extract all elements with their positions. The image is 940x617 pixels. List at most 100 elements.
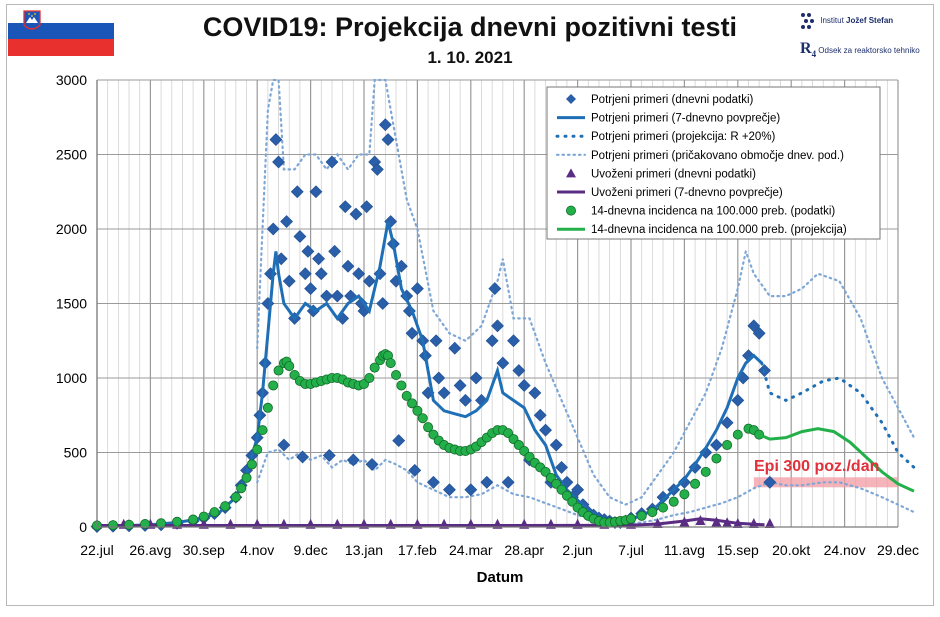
incidence-point (700, 466, 711, 477)
daily-cases-point (432, 371, 446, 385)
daily-cases-point (352, 267, 366, 281)
daily-cases-point (304, 282, 318, 296)
daily-cases-point (320, 289, 334, 303)
x-tick-label: 13.jan (345, 542, 383, 558)
daily-cases-point (314, 267, 328, 281)
incidence-point (407, 398, 418, 409)
r4-mark-icon: R4 (800, 40, 817, 60)
ijs-name: Jožef Stefan (846, 16, 894, 26)
daily-cases-point (365, 457, 379, 471)
y-tick-label: 3000 (56, 72, 87, 88)
legend-label: Uvoženi primeri (7-dnevno povprečje) (591, 187, 783, 199)
daily-cases-point (392, 434, 406, 448)
daily-cases-point (539, 423, 552, 437)
daily-cases-point (266, 222, 280, 236)
x-axis-label: Datum (477, 569, 524, 586)
daily-cases-point (426, 475, 440, 489)
y-tick-label: 2500 (56, 147, 87, 163)
incidence-point (262, 402, 273, 413)
epi-annotation: Epi 300 poz./dan (754, 458, 879, 475)
y-tick-label: 0 (79, 519, 87, 535)
daily-cases-point (485, 334, 499, 348)
chart-subtitle: 1. 10. 2021 (427, 48, 513, 67)
daily-cases-point (512, 364, 526, 377)
ijs-dots-icon (801, 13, 814, 29)
daily-cases-point (496, 356, 510, 370)
incidence-point (188, 514, 199, 525)
incidence-point (108, 520, 119, 531)
x-tick-label: 29.dec (877, 542, 919, 558)
legend-label: 14-dnevna incidenca na 100.000 preb. (pr… (591, 224, 847, 236)
daily-cases-point (272, 155, 285, 169)
daily-cases-point (549, 438, 563, 452)
legend-label: Uvoženi primeri (dnevni podatki) (591, 168, 756, 180)
y-tick-label: 1500 (56, 296, 87, 312)
daily-cases-point (507, 334, 520, 348)
incidence-point (140, 519, 151, 530)
daily-cases-point (437, 386, 451, 400)
daily-cases-point (429, 334, 443, 348)
ijs-prefix: Institut (820, 16, 847, 26)
daily-cases-point (330, 289, 344, 303)
incidence-point (172, 516, 183, 527)
x-tick-label: 26.avg (129, 542, 171, 558)
daily-cases-point (325, 155, 339, 169)
daily-cases-point (309, 185, 323, 199)
daily-cases-point (469, 371, 483, 385)
legend-label: Potrjeni primeri (7-dnevno povprečje) (591, 113, 780, 125)
incidence-point (198, 511, 209, 522)
daily-cases-point (370, 162, 384, 176)
daily-cases-point (491, 319, 504, 333)
daily-cases-point (501, 475, 515, 489)
y-tick-label: 500 (64, 445, 88, 461)
x-tick-label: 28.apr (504, 542, 544, 558)
daily-cases-point (338, 200, 352, 214)
incidence-point (423, 422, 434, 433)
range-upper-line (256, 78, 916, 506)
daily-cases-point (517, 379, 531, 392)
incidence-point (268, 380, 279, 391)
x-axis: 22.jul 26.avg 30.sep 4.nov 9.dec 13.jan 17.feb… (80, 526, 919, 558)
incidence-point (396, 380, 407, 391)
incidence-point (241, 472, 252, 483)
incidence-point (385, 358, 396, 369)
y-axis: 0 500 1000 1500 2000 2500 3000 (56, 72, 98, 535)
daily-cases-point (448, 341, 462, 355)
imported-cases-point (764, 518, 775, 529)
incidence-point (647, 507, 658, 518)
daily-cases-point (296, 450, 310, 464)
imported-7day-line (97, 517, 765, 527)
incidence-point (230, 492, 241, 503)
incidence-point (209, 507, 220, 518)
legend: Potrjeni primeri (dnevni podatki) Potrjen… (546, 86, 881, 240)
legend-label: Potrjeni primeri (dnevni podatki) (591, 94, 754, 106)
daily-cases-point (533, 408, 547, 422)
incidence-point (364, 372, 375, 383)
daily-cases-point (349, 207, 363, 221)
incidence-point (636, 510, 647, 521)
daily-cases-point (290, 185, 304, 199)
r4-logo: R4 Odsek za reaktorsko tehniko (800, 40, 920, 59)
x-tick-label: 9.dec (293, 542, 327, 558)
incidence-point (246, 459, 257, 470)
incidence-point (732, 429, 743, 440)
incidence-point (722, 440, 733, 451)
daily-cases-point (269, 133, 283, 147)
daily-cases-point (341, 259, 355, 273)
chart-title: COVID19: Projekcija dnevni pozitivni tes… (202, 12, 738, 42)
incidence-point (711, 453, 722, 464)
legend-symbol (566, 205, 577, 216)
x-tick-label: 24.nov (824, 542, 866, 558)
incidence-point (690, 478, 701, 489)
incidence-point (273, 365, 284, 376)
x-tick-label: 22.jul (80, 542, 113, 558)
x-tick-label: 11.avg (664, 542, 705, 558)
daily-cases-point (277, 438, 291, 452)
daily-cases-point (731, 393, 745, 407)
daily-cases-point (480, 475, 494, 489)
daily-cases-point (301, 244, 315, 258)
legend-symbol (566, 168, 576, 178)
ijs-logo: Institut Jožef Stefan (800, 12, 893, 30)
x-tick-label: 30.sep (183, 542, 225, 558)
legend-label: Potrjeni primeri (pričakovano območje dn… (591, 150, 844, 162)
